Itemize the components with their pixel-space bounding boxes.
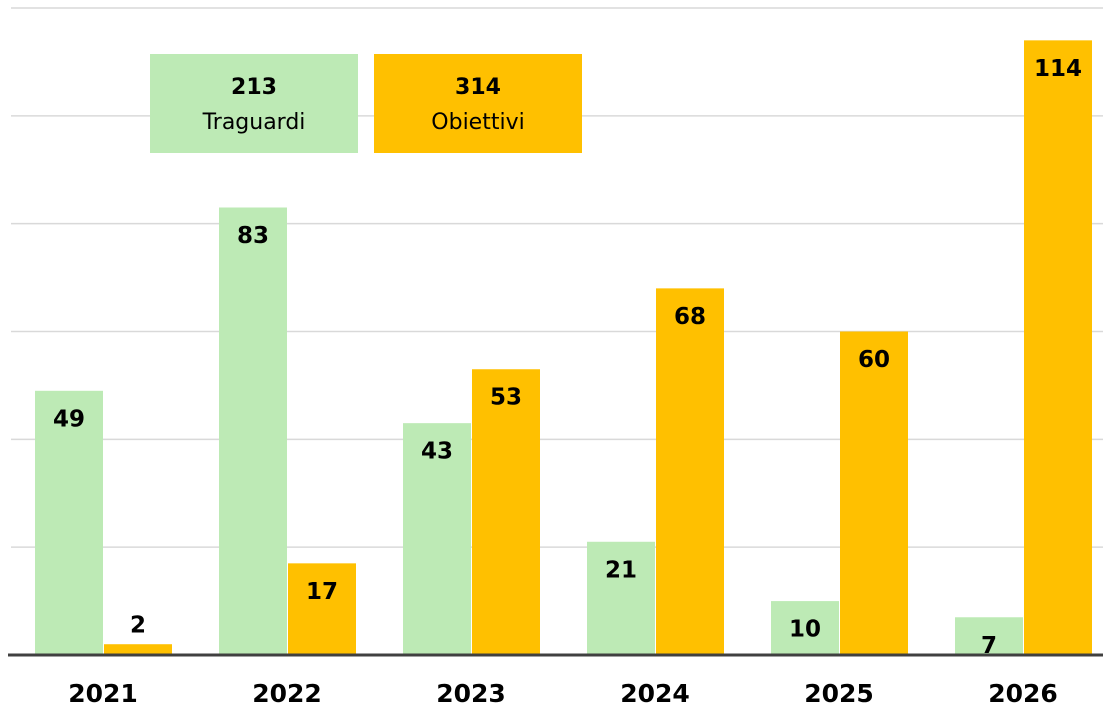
x-tick-label: 2024 (620, 679, 690, 708)
legend-box (150, 54, 358, 153)
bar (104, 644, 172, 655)
data-label: 2 (130, 613, 146, 639)
x-tick-label: 2026 (988, 679, 1058, 708)
data-label: 49 (53, 406, 85, 432)
x-tick-label: 2025 (804, 679, 874, 708)
bar (656, 288, 724, 655)
bar (35, 390, 103, 655)
legend-total: 314 (455, 75, 501, 100)
bar (472, 369, 540, 655)
bar (587, 541, 655, 655)
bar (219, 207, 287, 655)
data-label: 83 (237, 223, 269, 249)
bar (771, 601, 839, 655)
legend-box (374, 54, 582, 153)
data-label: 60 (858, 347, 890, 373)
data-label: 10 (789, 617, 821, 643)
bar (1024, 40, 1092, 656)
data-label: 7 (981, 633, 997, 659)
data-label: 17 (306, 579, 338, 605)
bar (840, 331, 908, 655)
data-label: 114 (1034, 56, 1082, 82)
x-tick-label: 2022 (252, 679, 322, 708)
data-label: 21 (605, 557, 637, 583)
legend-total: 213 (231, 75, 277, 100)
data-label: 53 (490, 385, 522, 411)
data-label: 43 (421, 439, 453, 465)
bar (288, 563, 356, 655)
x-tick-label: 2023 (436, 679, 506, 708)
legend-name: Traguardi (202, 110, 306, 135)
bar (955, 617, 1023, 655)
x-tick-label: 2021 (68, 679, 138, 708)
legend-name: Obiettivi (431, 110, 524, 135)
data-label: 68 (674, 304, 706, 330)
bar (403, 423, 471, 655)
